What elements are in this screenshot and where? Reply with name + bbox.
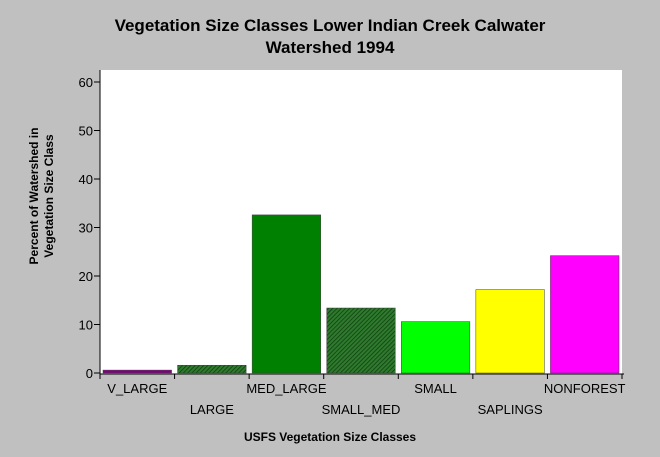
x-tick-label-nonforest: NONFOREST (544, 381, 626, 396)
y-tick-label: 40 (79, 172, 93, 187)
y-tick-label: 60 (79, 75, 93, 90)
bar-med-large (251, 214, 321, 374)
bar-large (177, 364, 247, 374)
bar-small-med (326, 307, 396, 374)
x-axis-title: USFS Vegetation Size Classes (244, 430, 416, 444)
y-tick-label: 20 (79, 269, 93, 284)
x-tick-label-small: SMALL (414, 381, 457, 396)
y-tick-label: 10 (79, 318, 93, 333)
y-axis: 0 10 20 30 40 50 60 (79, 70, 101, 381)
chart-title-line-1: Vegetation Size Classes Lower Indian Cre… (115, 16, 546, 35)
y-tick-label: 0 (86, 366, 93, 381)
x-tick-label-med-large: MED_LARGE (246, 381, 327, 396)
bar-small (401, 321, 471, 374)
y-axis-title: Percent of Watershed in Vegetation Size … (27, 128, 56, 265)
x-tick-label-v-large: V_LARGE (107, 381, 167, 396)
bar-v-large (102, 369, 172, 374)
x-tick-label-saplings: SAPLINGS (478, 402, 543, 417)
bar-nonforest (550, 255, 620, 374)
chart-title-line-2: Watershed 1994 (266, 38, 395, 57)
y-tick-label: 30 (79, 221, 93, 236)
bar-saplings (475, 289, 545, 374)
y-tick-label: 50 (79, 124, 93, 139)
x-tick-label-small-med: SMALL_MED (322, 402, 401, 417)
x-axis: V_LARGE LARGE MED_LARGE SMALL_MED SMALL SAPLI… (99, 373, 626, 417)
y-axis-title-line-1: Percent of Watershed in (27, 128, 41, 265)
x-tick-label-large: LARGE (190, 402, 234, 417)
bars-group (102, 214, 620, 374)
y-axis-title-line-2: Vegetation Size Class (42, 134, 56, 258)
